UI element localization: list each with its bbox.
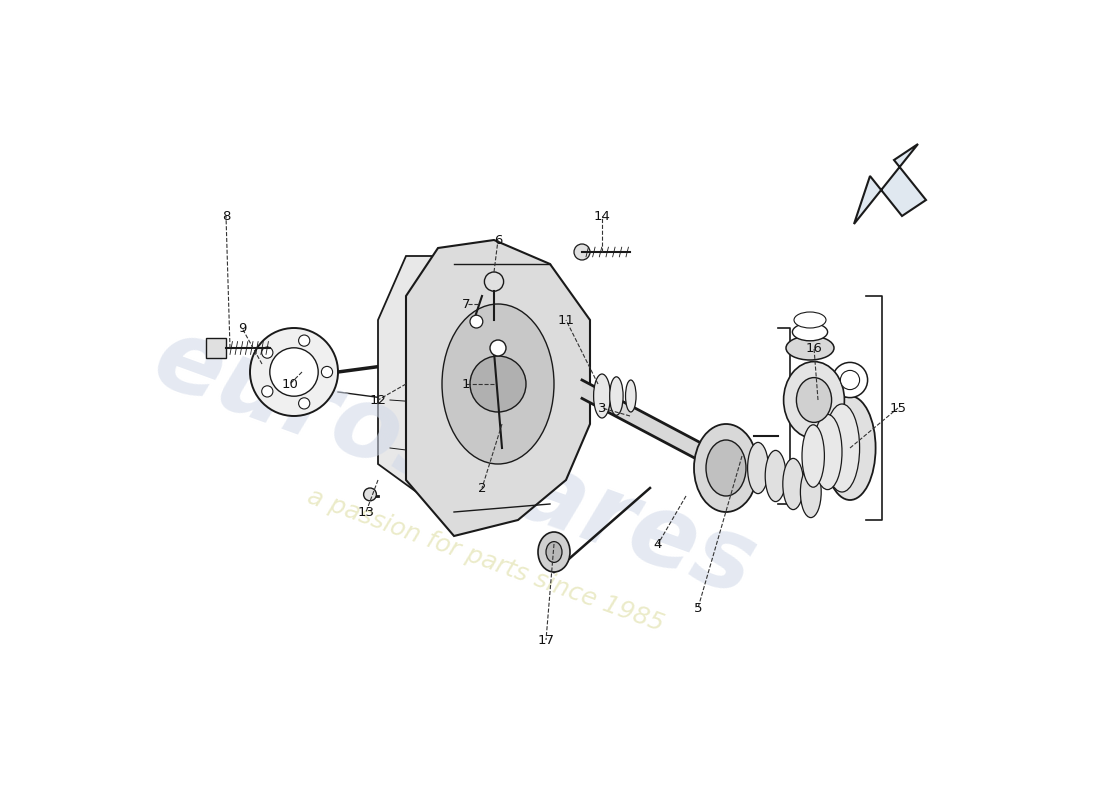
Text: 10: 10 [282,378,298,390]
Text: 17: 17 [538,634,554,646]
Text: eurospares: eurospares [140,310,768,618]
Ellipse shape [813,414,842,490]
Polygon shape [854,144,926,224]
Ellipse shape [792,323,827,341]
Circle shape [262,347,273,358]
Ellipse shape [594,374,610,418]
Text: 13: 13 [358,506,374,518]
Circle shape [490,340,506,356]
Circle shape [250,328,338,416]
Ellipse shape [796,378,832,422]
Text: 7: 7 [462,298,471,310]
Ellipse shape [748,442,769,494]
Text: 16: 16 [805,342,823,354]
Text: 11: 11 [558,314,574,326]
Text: 3: 3 [597,402,606,414]
Ellipse shape [824,396,876,500]
Text: 6: 6 [494,234,503,246]
Circle shape [262,386,273,397]
Ellipse shape [802,425,824,487]
Circle shape [833,362,868,398]
Text: a passion for parts since 1985: a passion for parts since 1985 [305,484,668,636]
Text: 9: 9 [238,322,246,334]
Circle shape [470,315,483,328]
Ellipse shape [801,466,822,518]
Text: 2: 2 [477,482,486,494]
Circle shape [298,398,310,409]
Circle shape [270,348,318,396]
Text: 15: 15 [890,402,906,414]
Circle shape [840,370,859,390]
Ellipse shape [546,542,562,562]
Polygon shape [378,256,518,496]
Text: 1: 1 [462,378,471,390]
Ellipse shape [538,532,570,572]
Ellipse shape [766,450,786,502]
Ellipse shape [626,380,636,412]
Bar [206,338,225,358]
Circle shape [470,356,526,412]
Text: 12: 12 [370,394,386,406]
Ellipse shape [786,336,834,360]
Polygon shape [406,240,590,536]
Ellipse shape [783,458,804,510]
Ellipse shape [609,377,623,415]
Ellipse shape [783,362,845,438]
Circle shape [484,272,504,291]
Text: 5: 5 [694,602,702,614]
Text: 4: 4 [653,538,662,550]
Ellipse shape [706,440,746,496]
Ellipse shape [794,312,826,328]
Polygon shape [582,380,718,470]
Ellipse shape [824,404,859,492]
Circle shape [321,366,332,378]
Ellipse shape [694,424,758,512]
Circle shape [364,488,376,501]
Ellipse shape [442,304,554,464]
Text: 8: 8 [222,210,230,222]
Text: 14: 14 [594,210,610,222]
Circle shape [574,244,590,260]
Circle shape [298,335,310,346]
